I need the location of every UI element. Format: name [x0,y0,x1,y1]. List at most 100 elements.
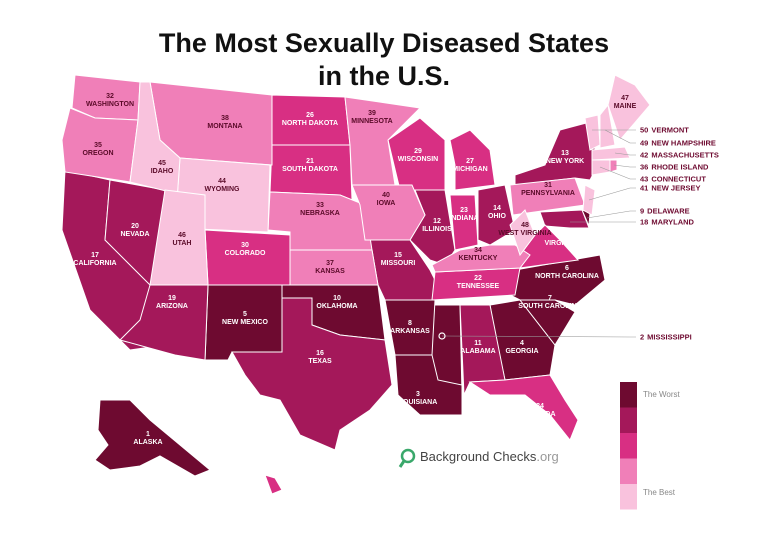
state-rank: 36 [640,163,648,172]
state-name: TENNESSEE [457,283,500,290]
state-callout: 50 VERMONT [640,126,689,135]
state-rank: 31 [544,182,552,189]
logo-text: Background Checks [420,449,537,464]
state-name: ILLINOIS [422,226,452,233]
state-rank: 40 [382,192,390,199]
state-rank: 12 [433,218,441,225]
state-name: NEBRASKA [300,210,340,217]
logo-text: .org [536,449,558,464]
state-name: INDIANA [449,215,478,222]
state-shape [394,354,463,416]
legend-swatch [620,458,637,484]
state-name: WYOMING [205,186,241,193]
state-name: CONNECTICUT [651,175,706,184]
state-rank: 5 [243,311,247,318]
state-rank: 38 [221,115,229,122]
states [61,74,651,495]
state-shape [584,114,601,151]
state-rank: 29 [414,148,422,155]
callout-line [599,166,636,180]
state-rank: 34 [474,247,482,254]
state-rank: 25 [556,232,564,239]
state-rank: 45 [158,160,166,167]
state-rank: 9 [640,207,644,216]
state-name: CALIFORNIA [73,260,116,267]
state-name: MAINE [614,103,637,110]
state-rank: 50 [640,126,648,135]
state-name: WISCONSIN [398,156,438,163]
state-name: NEW MEXICO [222,319,268,326]
state-name: PENNSYLVANIA [521,190,575,197]
state-shape [609,159,618,173]
state-name: ARKANSAS [390,328,430,335]
state-rank: 8 [408,320,412,327]
state-rank: 41 [640,184,648,193]
state-name: ALASKA [133,439,162,446]
legend-swatch [620,484,637,510]
state-rank: 44 [218,178,226,185]
state-shape [204,229,291,286]
state-name: OREGON [82,150,113,157]
state-rank: 37 [326,260,334,267]
state-name: NEW HAMPSHIRE [651,139,716,148]
legend-swatch [620,407,637,433]
title: The Most Sexually Diseased States [159,28,609,58]
state-shape [94,399,211,477]
state-rank: 42 [640,151,648,160]
state-name: COLORADO [225,250,266,257]
state-name: NEVADA [120,231,149,238]
state-shape [387,117,446,191]
callout-line [441,335,636,338]
state-name: SOUTH DAKOTA [282,166,338,173]
state-name: NORTH DAKOTA [282,120,338,127]
state-name: MINNESOTA [351,118,392,125]
state-shape [599,103,616,149]
state-rank: 11 [474,340,482,347]
state-name: MISSOURI [381,260,416,267]
legend-swatch [620,433,637,459]
state-name: TEXAS [308,358,332,365]
state-callout: 2 MISSISSIPPI [640,333,692,342]
state-shape [591,146,631,161]
state-name: MONTANA [207,123,242,130]
logo: Background Checks.org [398,448,559,468]
state-name: ALABAMA [460,348,495,355]
legend-label: The Worst [643,390,681,399]
legend: The Worst The Best [620,382,681,510]
state-name: RHODE ISLAND [651,163,709,172]
callout-dot [438,332,446,340]
state-shape [289,249,379,286]
state-rank: 20 [131,223,139,230]
state-rank: 43 [640,175,648,184]
state-rank: 35 [94,142,102,149]
state-shape [149,189,209,286]
state-rank: 10 [333,295,341,302]
state-callout: 49 NEW HAMPSHIRE [640,139,716,148]
state-rank: 39 [368,110,376,117]
state-shape [449,129,496,191]
state-rank: 16 [316,350,324,357]
state-name: IDAHO [151,168,174,175]
state-name: GEORGIA [505,348,538,355]
state-rank: 14 [493,205,501,212]
state-callout: 43 CONNECTICUT [640,175,706,184]
state-name: OKLAHOMA [316,303,357,310]
logo-text: Background Checks.org [420,449,559,464]
state-name: HAWAII [306,481,331,488]
state-rank: 2 [640,333,644,342]
state-shape [509,254,606,306]
state-name: VIRGINIA [544,240,575,247]
state-shape [449,194,479,251]
state-rank: 1 [146,431,150,438]
callout-line [604,129,636,144]
state-rank: 27 [466,158,474,165]
state-name: MARYLAND [651,218,694,227]
state-name: UTAH [173,240,192,247]
state-shape [264,474,283,495]
state-rank: 3 [416,391,420,398]
state-name: FLORIDA [524,411,555,418]
state-name: NEW YORK [546,158,584,165]
state-name: SOUTH CAROLINA [518,303,581,310]
